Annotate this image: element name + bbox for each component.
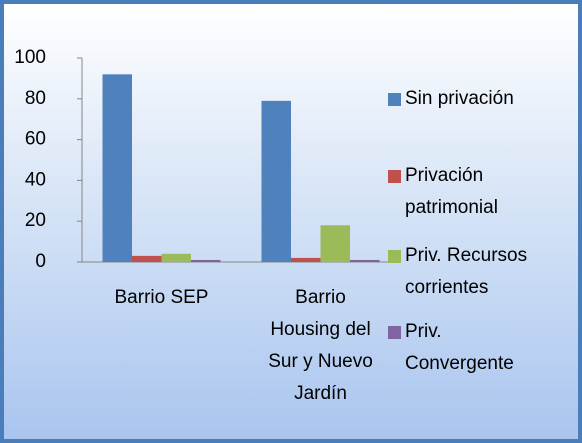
y-tick-label: 0 [35, 251, 46, 272]
y-tick-label: 20 [25, 210, 46, 231]
legend-marker [388, 326, 401, 339]
legend-label: Priv. Recursos corrientes [405, 245, 528, 298]
y-tick-label: 100 [14, 47, 46, 68]
bar [102, 74, 132, 262]
y-tick-label: 60 [25, 129, 46, 150]
bar [320, 225, 350, 262]
legend-marker [388, 250, 401, 263]
legend-label: Sin privación [405, 88, 514, 109]
bar [350, 259, 380, 262]
y-tick-label: 40 [25, 169, 46, 190]
plot: 0 20 40 60 80 100 [14, 47, 401, 339]
legend-marker [388, 170, 401, 183]
legend-marker [388, 93, 401, 106]
bar [291, 257, 321, 262]
bar [161, 253, 191, 262]
bar [191, 259, 221, 262]
legend-label: Priv. Convergente [405, 321, 514, 374]
bar [261, 100, 291, 262]
x-tick-label: Barrio SEP [114, 287, 209, 308]
y-tick-label: 80 [25, 88, 46, 109]
legend-label: Privación patrimonial [405, 165, 498, 218]
x-tick-label: Barrio Housing del Sur y Nuevo Jardín [268, 287, 373, 404]
bar [132, 255, 162, 262]
